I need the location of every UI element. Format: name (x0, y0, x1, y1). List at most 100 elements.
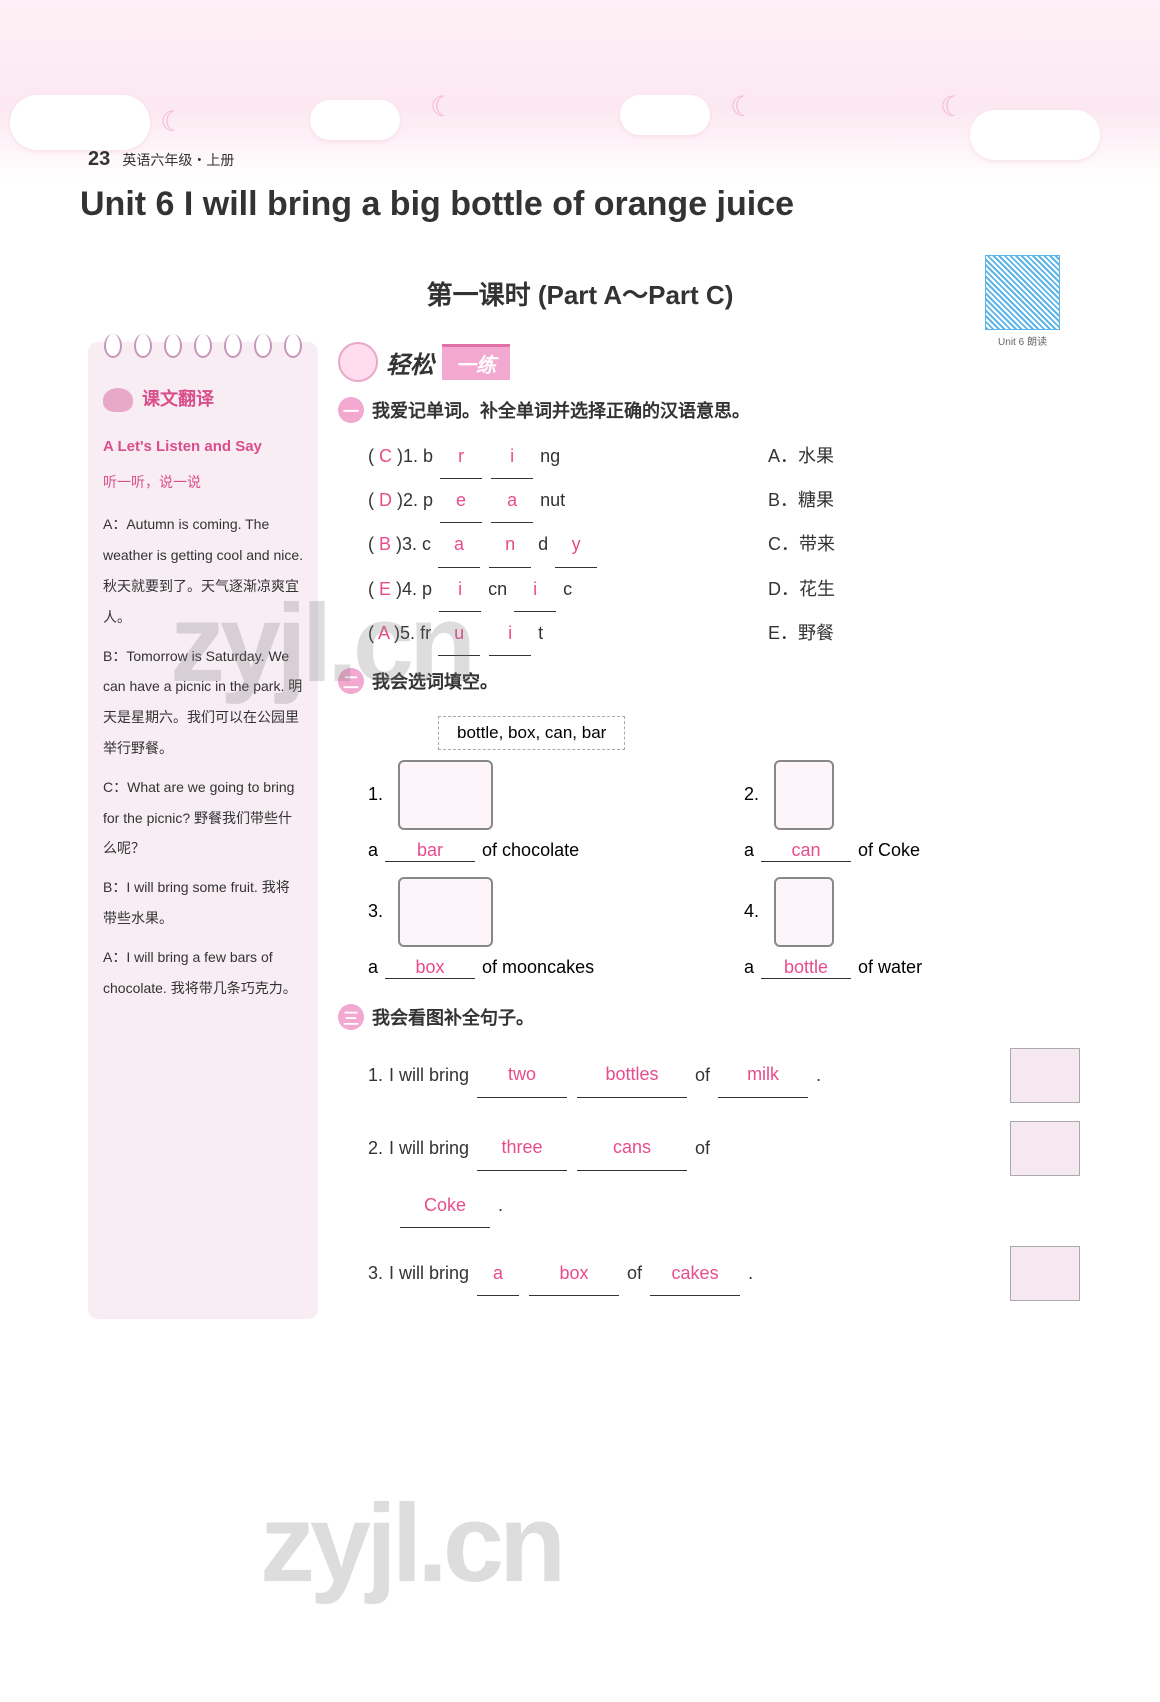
blank: u (438, 612, 480, 656)
word-prefix: fr (420, 623, 431, 643)
item-tail: of mooncakes (482, 957, 594, 977)
page-label: 23 英语六年级・上册 (88, 148, 234, 171)
answer-blank: bottles (577, 1053, 687, 1097)
word-box: bottle, box, can, bar (438, 716, 625, 750)
sentence-tail: . (816, 1054, 821, 1097)
bear-icon (338, 342, 378, 382)
blank: n (489, 523, 531, 567)
option-text: 带来 (799, 534, 835, 554)
word-mid: d (533, 534, 553, 554)
girl-icon (103, 388, 133, 412)
moon-icon: ☾ (430, 90, 460, 120)
sidebar-section-sub: 听一听，说一说 (103, 467, 303, 498)
q3-row-cont: Coke . (338, 1184, 1080, 1228)
badge-three: 三 (338, 1004, 364, 1030)
item-tail: of chocolate (482, 840, 579, 860)
item-num: 3. (368, 1252, 383, 1295)
q3-row: 1. I will bring two bottles of milk . (338, 1048, 1080, 1103)
row-num: 3 (402, 534, 412, 554)
answer-blank: two (477, 1053, 567, 1097)
option-text: 水果 (798, 446, 834, 466)
item-num: 2. (744, 784, 759, 804)
blank: a (491, 479, 533, 523)
row-num: 1 (403, 446, 413, 466)
sidebar-section-a: A Let's Listen and Say (103, 430, 303, 463)
question-2-head: 二 我会选词填空。 (338, 668, 1080, 694)
page-subtitle: 英语六年级・上册 (122, 152, 234, 168)
q2-grid: 1. a bar of chocolate 2. a can of Coke 3… (338, 760, 1080, 979)
translation-line: B：I will bring some fruit. 我将带些水果。 (103, 872, 303, 934)
question-2-title: 我会选词填空。 (372, 668, 498, 694)
sentence-tail: . (498, 1184, 503, 1227)
bottle-icon (774, 877, 834, 947)
answer-blank: cans (577, 1126, 687, 1170)
q2-item: 4. a bottle of water (744, 877, 1080, 979)
item-tail: of Coke (858, 840, 920, 860)
option-label: E． (768, 623, 798, 643)
question-3-head: 三 我会看图补全句子。 (338, 1004, 1080, 1030)
answer-letter: C (379, 446, 392, 466)
page-number: 23 (88, 148, 110, 170)
badge-two: 二 (338, 668, 364, 694)
chocolate-icon (398, 760, 493, 830)
answer-letter: D (379, 490, 392, 510)
blank: a (438, 523, 480, 567)
q1-row: ( E )4. p i cn i c D．花生 (338, 568, 1080, 612)
sentence-pre: I will bring (389, 1127, 469, 1170)
section-title-box: 一练 (442, 344, 510, 380)
item-num: 3. (368, 901, 383, 921)
question-1-title: 我爱记单词。补全单词并选择正确的汉语意思。 (372, 397, 750, 423)
q2-item: 2. a can of Coke (744, 760, 1080, 862)
unit-title: Unit 6 I will bring a big bottle of oran… (80, 185, 794, 224)
answer-blank: milk (718, 1053, 808, 1097)
moon-icon: ☾ (940, 90, 970, 120)
sentence-pre: I will bring (389, 1054, 469, 1097)
sidebar-translation: 课文翻译 A Let's Listen and Say 听一听，说一说 A：Au… (88, 342, 318, 1319)
word-prefix: p (423, 490, 433, 510)
option-label: D． (768, 579, 799, 599)
cakes-box-icon (1010, 1246, 1080, 1301)
can-icon (774, 760, 834, 830)
translation-line: B：Tomorrow is Saturday. We can have a pi… (103, 641, 303, 764)
sidebar-heading: 课文翻译 (103, 380, 303, 420)
word-prefix: p (422, 579, 432, 599)
q1-row: ( D )2. p e a nut B．糖果 (338, 479, 1080, 523)
sentence-pre: I will bring (389, 1252, 469, 1295)
sentence-mid: of (695, 1127, 710, 1170)
blank: e (440, 479, 482, 523)
q3-row: 2. I will bring three cans of (338, 1121, 1080, 1176)
cloud-decor (620, 95, 710, 135)
blank: i (489, 612, 531, 656)
moon-icon: ☾ (730, 90, 760, 120)
answer-letter: B (379, 534, 391, 554)
word-prefix: c (422, 534, 431, 554)
word-prefix: b (423, 446, 433, 466)
qr-label: Unit 6 朗读 (985, 333, 1060, 348)
word-suffix: t (533, 623, 543, 643)
answer-letter: E (379, 579, 391, 599)
answer-blank: bar (385, 840, 475, 862)
watermark: zyjl.cn (260, 1480, 561, 1607)
cloud-decor (970, 110, 1100, 160)
question-3-title: 我会看图补全句子。 (372, 1004, 534, 1030)
item-num: 1. (368, 784, 383, 804)
q1-row: ( C )1. b r i ng A．水果 (338, 435, 1080, 479)
option-text: 野餐 (798, 623, 834, 643)
answer-blank: a (477, 1252, 519, 1296)
translation-line: C：What are we going to bring for the pic… (103, 772, 303, 864)
qr-code (985, 255, 1060, 330)
section-title: 轻松 (386, 345, 434, 380)
item-tail: of water (858, 957, 922, 977)
blank: y (555, 523, 597, 567)
q2-item: 1. a bar of chocolate (368, 760, 704, 862)
item-num: 2. (368, 1127, 383, 1170)
sidebar-heading-text: 课文翻译 (142, 389, 214, 409)
row-num: 4 (402, 579, 412, 599)
word-suffix: c (558, 579, 572, 599)
blank: i (514, 568, 556, 612)
cloud-decor (10, 95, 150, 150)
blank: r (440, 435, 482, 479)
sentence-mid: of (695, 1054, 710, 1097)
translation-line: A：Autumn is coming. The weather is getti… (103, 509, 303, 632)
option-label: B． (768, 490, 798, 510)
